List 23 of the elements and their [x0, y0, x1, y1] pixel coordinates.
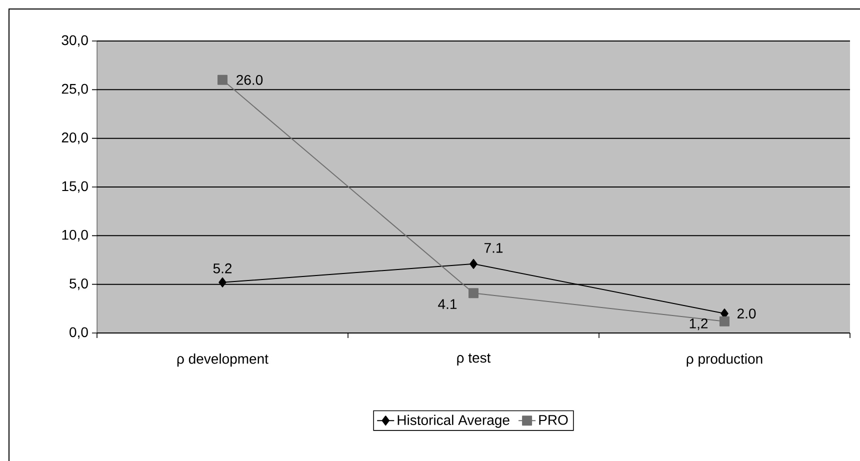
data-label: 2.0 [737, 308, 756, 318]
point [218, 277, 226, 288]
data-label: 1,2 [690, 318, 708, 330]
data-label: 7.1 [484, 243, 503, 253]
data-label: 4.1 [438, 299, 457, 309]
point [218, 74, 228, 85]
x-tick-label: ρ production [686, 354, 762, 367]
y-tick-label: 30,0 [62, 35, 88, 47]
point [470, 258, 478, 269]
y-tick-label: 5,0 [70, 278, 88, 290]
y-tick-label: 10,0 [62, 230, 88, 242]
y-tick-label: 25,0 [62, 84, 88, 96]
legend-label: Historical Average [398, 414, 510, 428]
x-tick-label: ρ test [457, 354, 491, 366]
x-tick-label: ρ development [177, 354, 268, 367]
y-tick-label: 0,0 [70, 327, 88, 339]
point [468, 288, 479, 298]
data-label: 26.0 [236, 74, 263, 85]
y-tick-label: 20,0 [62, 132, 88, 144]
y-tick-label: 15,0 [62, 181, 88, 193]
data-label: 5.2 [213, 263, 232, 274]
legend-label: PRO [539, 414, 568, 425]
point [720, 316, 730, 326]
